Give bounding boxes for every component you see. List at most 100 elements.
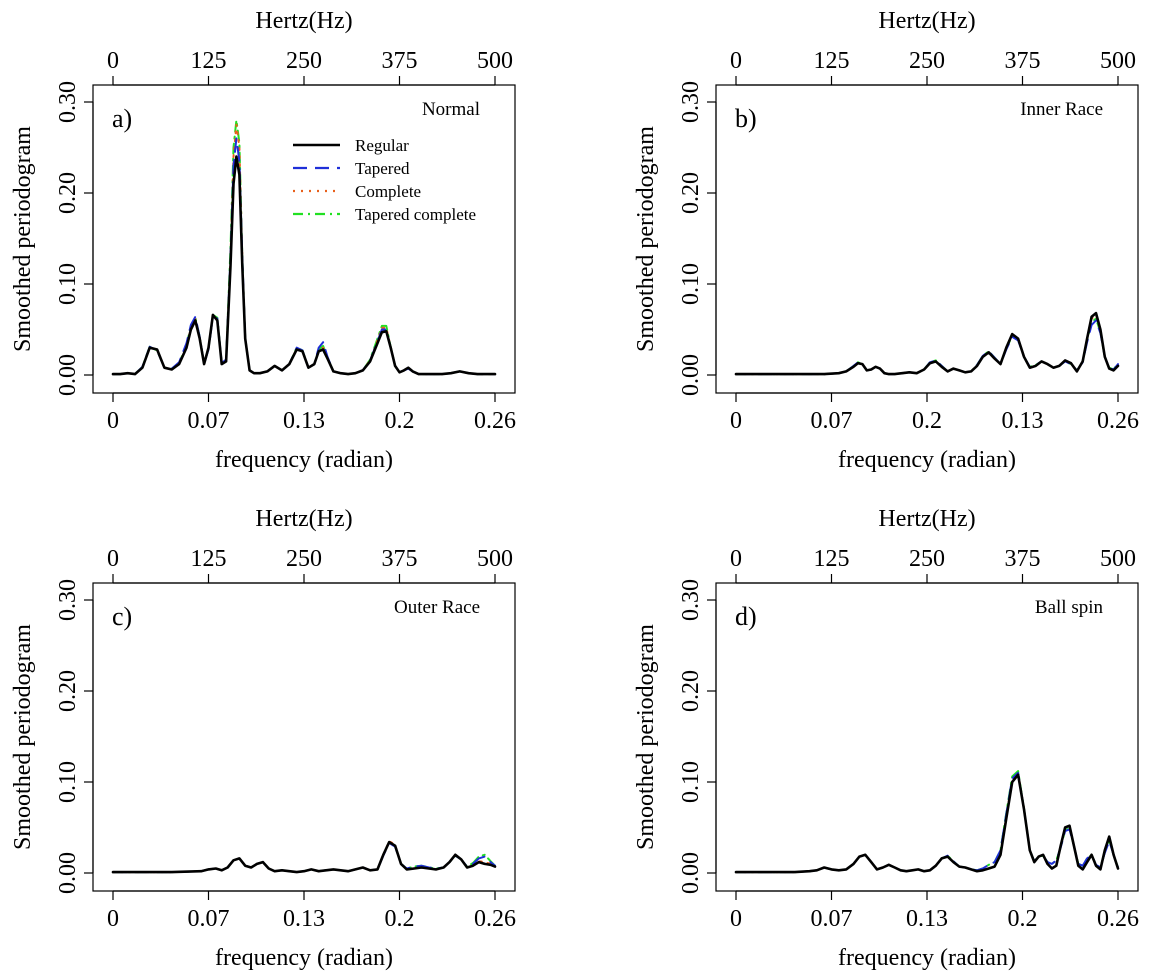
x-tick-label: 0.2 (385, 906, 415, 932)
x-axis-title: frequency (radian) (215, 447, 393, 473)
y-tick-label: 0.20 (55, 172, 81, 214)
x-axis-title: frequency (radian) (215, 945, 393, 971)
y-tick-label: 0.10 (678, 263, 704, 305)
y-tick-label: 0.00 (678, 852, 704, 894)
top-tick-label: 500 (1100, 546, 1136, 572)
x-tick-label: 0.26 (474, 408, 516, 434)
y-axis-title: Smoothed periodogram (10, 126, 36, 352)
top-tick-label: 0 (730, 48, 742, 74)
y-tick-label: 0.30 (678, 81, 704, 123)
panel-label: d) (735, 602, 757, 631)
legend: Regular Tapered Complete Tapered complete (293, 136, 476, 224)
y-axis-title: Smoothed periodogram (633, 126, 659, 352)
top-tick-label: 125 (814, 546, 850, 572)
top-tick-label: 0 (107, 546, 119, 572)
x-axis-title: frequency (radian) (838, 447, 1016, 473)
plot-frame (92, 582, 516, 892)
x-tick-label: 0.07 (811, 408, 853, 434)
series-line-regular (734, 311, 1120, 376)
series-line-regular (111, 155, 497, 376)
x-tick-label: 0.13 (283, 408, 325, 434)
top-tick-label: 250 (909, 546, 945, 572)
x-tick-label: 0.07 (188, 408, 230, 434)
top-tick-label: 125 (191, 546, 227, 572)
top-tick-label: 0 (107, 48, 119, 74)
x-tick-label: 0.26 (1097, 906, 1139, 932)
chart-panel-a: 0 0.07 0.13 0.2 0.26 frequency (radian) 0 125 25… (10, 8, 516, 473)
panel-label: c) (112, 602, 132, 631)
y-tick-label: 0.00 (55, 354, 81, 396)
series-line-regular (734, 773, 1120, 874)
top-tick-label: 0 (730, 546, 742, 572)
x-tick-label: 0.2 (1008, 906, 1038, 932)
panel-title: Ball spin (1035, 597, 1104, 618)
x-tick-label: 0.26 (474, 906, 516, 932)
y-tick-label: 0.30 (55, 579, 81, 621)
top-tick-label: 500 (477, 546, 513, 572)
top-tick-label: 375 (382, 48, 418, 74)
x-tick-label: 0 (730, 906, 742, 932)
x-tick-label: 0.2 (385, 408, 415, 434)
legend-entry: Complete (355, 182, 421, 201)
top-tick-label: 250 (909, 48, 945, 74)
top-tick-label: 125 (814, 48, 850, 74)
y-tick-label: 0.20 (678, 670, 704, 712)
series-line-tapered-complete (735, 770, 1119, 874)
series-line-tapered-complete (112, 841, 496, 874)
x-tick-label: 0.2 (912, 408, 942, 434)
y-tick-label: 0.10 (55, 263, 81, 305)
top-tick-label: 500 (1100, 48, 1136, 74)
top-axis-title: Hertz(Hz) (878, 8, 975, 34)
top-axis-title: Hertz(Hz) (255, 506, 352, 532)
chart-panel-d: 0 0.07 0.13 0.2 0.26 frequency (radian) 0 125 25… (633, 506, 1139, 971)
y-tick-label: 0.30 (55, 81, 81, 123)
panel-label: a) (112, 104, 132, 133)
x-tick-label: 0.26 (1097, 408, 1139, 434)
top-tick-label: 125 (191, 48, 227, 74)
y-axis-title: Smoothed periodogram (633, 624, 659, 850)
y-tick-label: 0.00 (55, 852, 81, 894)
series-line-tapered (112, 137, 496, 376)
series-line-complete (735, 771, 1119, 874)
legend-entry: Tapered (355, 159, 410, 178)
x-tick-label: 0 (730, 408, 742, 434)
panel-label: b) (735, 104, 757, 133)
panel-title: Inner Race (1020, 99, 1103, 120)
chart-panel-b: 0 0.07 0.2 0.13 0.26 frequency (radian) 0 125 25… (633, 8, 1139, 473)
plot-frame (92, 84, 516, 394)
top-tick-label: 250 (286, 48, 322, 74)
x-tick-label: 0.13 (1002, 408, 1044, 434)
panel-title: Outer Race (394, 597, 480, 618)
x-tick-label: 0.07 (188, 906, 230, 932)
x-tick-label: 0 (107, 408, 119, 434)
y-tick-label: 0.20 (678, 172, 704, 214)
series-line-tapered-complete (112, 119, 496, 376)
top-tick-label: 375 (382, 546, 418, 572)
x-tick-label: 0.07 (811, 906, 853, 932)
chart-panel-c: 0 0.07 0.13 0.2 0.26 frequency (radian) 0 125 25… (10, 506, 516, 971)
x-tick-label: 0.13 (906, 906, 948, 932)
top-tick-label: 250 (286, 546, 322, 572)
y-tick-label: 0.20 (55, 670, 81, 712)
panel-title: Normal (422, 99, 480, 120)
legend-entry: Tapered complete (355, 205, 476, 224)
top-tick-label: 375 (1005, 48, 1041, 74)
series-line-complete (112, 123, 496, 376)
series-line-regular (111, 840, 497, 874)
top-tick-label: 375 (1005, 546, 1041, 572)
y-axis-title: Smoothed periodogram (10, 624, 36, 850)
y-tick-label: 0.00 (678, 354, 704, 396)
legend-entry: Regular (355, 136, 409, 155)
series-line-tapered (735, 771, 1119, 874)
x-tick-label: 0 (107, 906, 119, 932)
top-axis-title: Hertz(Hz) (255, 8, 352, 34)
y-tick-label: 0.10 (678, 761, 704, 803)
plot-frame (715, 84, 1139, 394)
top-tick-label: 500 (477, 48, 513, 74)
x-tick-label: 0.13 (283, 906, 325, 932)
top-axis-title: Hertz(Hz) (878, 506, 975, 532)
y-tick-label: 0.30 (678, 579, 704, 621)
x-axis-title: frequency (radian) (838, 945, 1016, 971)
y-tick-label: 0.10 (55, 761, 81, 803)
